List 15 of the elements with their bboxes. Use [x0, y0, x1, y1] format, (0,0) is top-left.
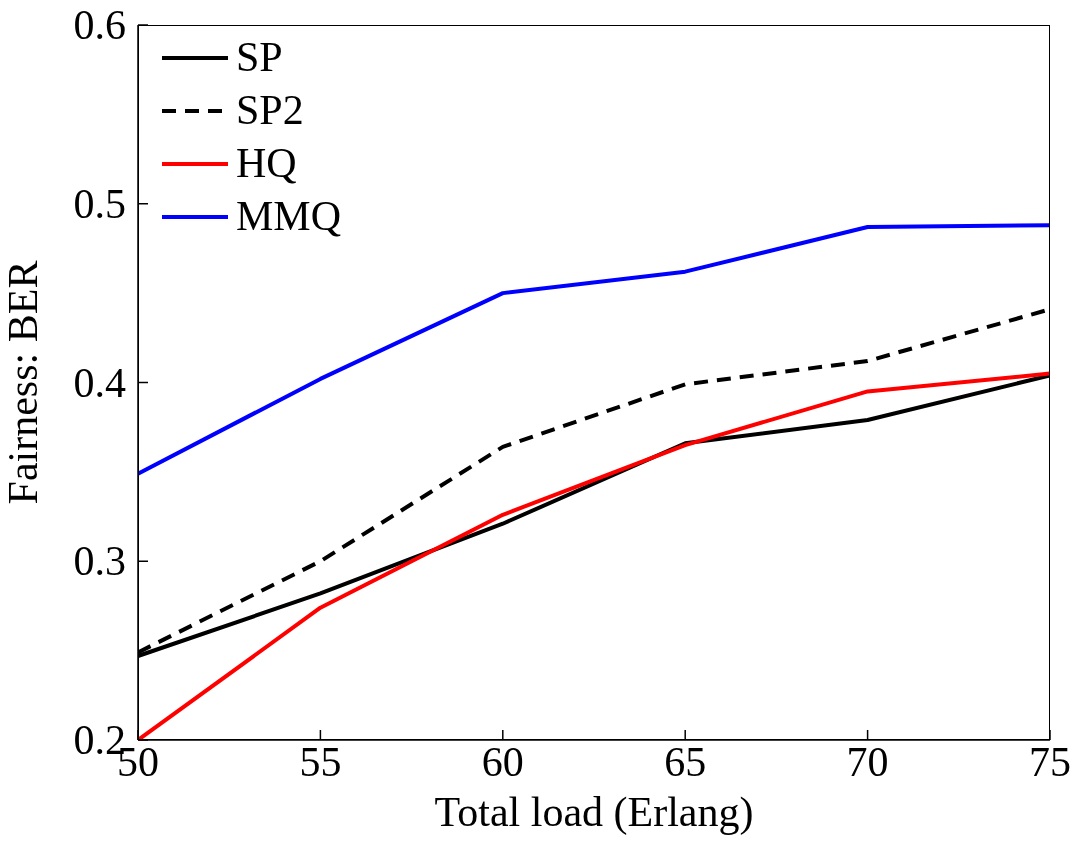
y-tick-label: 0.3 — [73, 538, 126, 585]
x-tick-label: 70 — [846, 739, 889, 785]
x-tick-label: 65 — [664, 739, 707, 785]
legend-label: MMQ — [236, 192, 342, 241]
x-tick-label: 60 — [481, 739, 524, 785]
legend-label: SP — [236, 33, 283, 82]
y-axis-title: Fairness: BER — [0, 260, 46, 505]
x-tick-label: 55 — [299, 739, 342, 785]
y-tick-label: 0.5 — [73, 180, 126, 227]
y-tick-label: 0.6 — [73, 2, 126, 48]
legend-label: HQ — [236, 139, 297, 188]
legend-label: SP2 — [236, 86, 304, 135]
x-axis-title: Total load (Erlang) — [434, 789, 754, 836]
y-tick-label: 0.4 — [73, 359, 126, 406]
x-tick-label: 75 — [1029, 739, 1071, 785]
